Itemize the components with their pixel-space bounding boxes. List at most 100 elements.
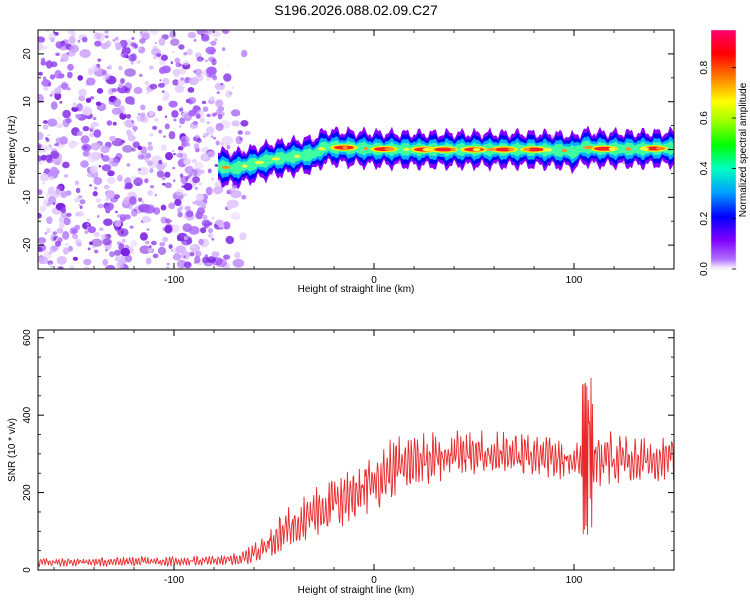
noise-blob bbox=[38, 212, 42, 219]
noise-blob bbox=[139, 245, 151, 254]
noise-blob bbox=[172, 50, 175, 54]
bottom-y-axis-label: SNR (10 * v/v) bbox=[7, 418, 18, 482]
noise-blob bbox=[49, 186, 55, 190]
noise-blob bbox=[102, 238, 112, 246]
noise-blob bbox=[229, 187, 236, 194]
ridge-spot bbox=[523, 147, 531, 152]
noise-blob bbox=[42, 124, 49, 130]
noise-blob bbox=[183, 52, 188, 56]
noise-blob bbox=[193, 38, 197, 42]
noise-blob bbox=[183, 193, 188, 197]
noise-blob bbox=[61, 53, 69, 63]
noise-blob bbox=[91, 64, 99, 72]
noise-blob bbox=[220, 83, 224, 86]
noise-blob bbox=[75, 187, 81, 194]
noise-blob bbox=[181, 138, 186, 143]
noise-blob bbox=[105, 197, 110, 201]
noise-blob bbox=[129, 196, 137, 205]
noise-blob bbox=[91, 121, 98, 127]
noise-blob bbox=[215, 219, 224, 226]
noise-blob bbox=[137, 166, 149, 176]
noise-blob bbox=[178, 107, 184, 112]
snr-series-line bbox=[38, 377, 674, 568]
noise-blob bbox=[198, 238, 204, 245]
noise-blob bbox=[77, 39, 81, 43]
colorbar-tick-label: 0.2 bbox=[699, 211, 710, 225]
ridge-spot bbox=[364, 147, 368, 151]
noise-blob bbox=[88, 132, 95, 138]
noise-blob bbox=[211, 58, 217, 66]
noise-blob bbox=[113, 194, 120, 199]
noise-blob bbox=[178, 125, 182, 129]
noise-blob bbox=[230, 109, 241, 117]
noise-blob bbox=[158, 129, 163, 134]
noise-blob bbox=[177, 79, 186, 86]
noise-blob bbox=[188, 99, 193, 105]
noise-blob bbox=[93, 129, 102, 138]
noise-blob bbox=[46, 227, 51, 234]
ridge-peak bbox=[434, 147, 454, 152]
noise-blob bbox=[215, 258, 227, 268]
noise-blob bbox=[163, 91, 170, 99]
top-y-tick-label: 20 bbox=[22, 48, 33, 60]
noise-blob bbox=[113, 98, 122, 108]
noise-blob bbox=[181, 114, 185, 117]
noise-blob bbox=[198, 182, 203, 186]
noise-blob bbox=[241, 194, 247, 200]
noise-blob bbox=[57, 117, 60, 120]
noise-blob bbox=[174, 41, 178, 45]
noise-blob bbox=[38, 256, 49, 265]
noise-blob bbox=[164, 224, 173, 234]
noise-blob bbox=[78, 204, 81, 207]
noise-blob bbox=[191, 169, 198, 177]
noise-blob bbox=[215, 140, 220, 146]
noise-blob bbox=[160, 144, 167, 152]
noise-blob bbox=[144, 81, 150, 86]
noise-blob bbox=[188, 173, 192, 177]
noise-blob bbox=[118, 105, 125, 114]
noise-blob bbox=[146, 228, 150, 231]
noise-blob bbox=[101, 164, 112, 172]
noise-blob bbox=[62, 109, 71, 119]
noise-blob bbox=[60, 83, 69, 91]
noise-blob bbox=[194, 255, 201, 264]
noise-blob bbox=[201, 214, 208, 220]
noise-blob bbox=[147, 145, 153, 151]
noise-blob bbox=[147, 114, 150, 118]
noise-blob bbox=[54, 92, 62, 101]
noise-blob bbox=[187, 31, 197, 39]
noise-blob bbox=[120, 247, 130, 257]
noise-blob bbox=[172, 68, 181, 77]
noise-blob bbox=[69, 44, 79, 53]
noise-blob bbox=[154, 117, 159, 122]
noise-blob bbox=[103, 184, 110, 190]
noise-blob bbox=[104, 205, 111, 213]
noise-blob bbox=[132, 125, 138, 131]
noise-blob bbox=[196, 138, 202, 144]
noise-blob bbox=[162, 77, 170, 85]
noise-blob bbox=[183, 261, 192, 269]
noise-blob bbox=[205, 186, 213, 196]
noise-blob bbox=[120, 214, 125, 218]
noise-blob bbox=[180, 157, 183, 160]
noise-blob bbox=[149, 168, 154, 174]
noise-blob bbox=[116, 174, 123, 182]
noise-blob bbox=[105, 248, 108, 252]
noise-blob bbox=[50, 150, 60, 159]
noise-blob bbox=[199, 117, 206, 123]
noise-blob bbox=[202, 135, 206, 138]
noise-blob bbox=[144, 178, 149, 184]
noise-blob bbox=[45, 144, 53, 151]
noise-blob bbox=[60, 190, 68, 198]
noise-blob bbox=[220, 141, 225, 146]
ridge-spot bbox=[608, 147, 616, 151]
noise-blob bbox=[165, 266, 170, 269]
noise-blob bbox=[221, 135, 234, 145]
ridge-spot bbox=[342, 146, 348, 150]
noise-blob bbox=[45, 138, 50, 142]
ridge-spot bbox=[487, 147, 497, 152]
noise-blob bbox=[210, 40, 217, 46]
noise-blob bbox=[183, 182, 193, 191]
noise-blob bbox=[168, 131, 176, 140]
noise-blob bbox=[162, 174, 165, 177]
